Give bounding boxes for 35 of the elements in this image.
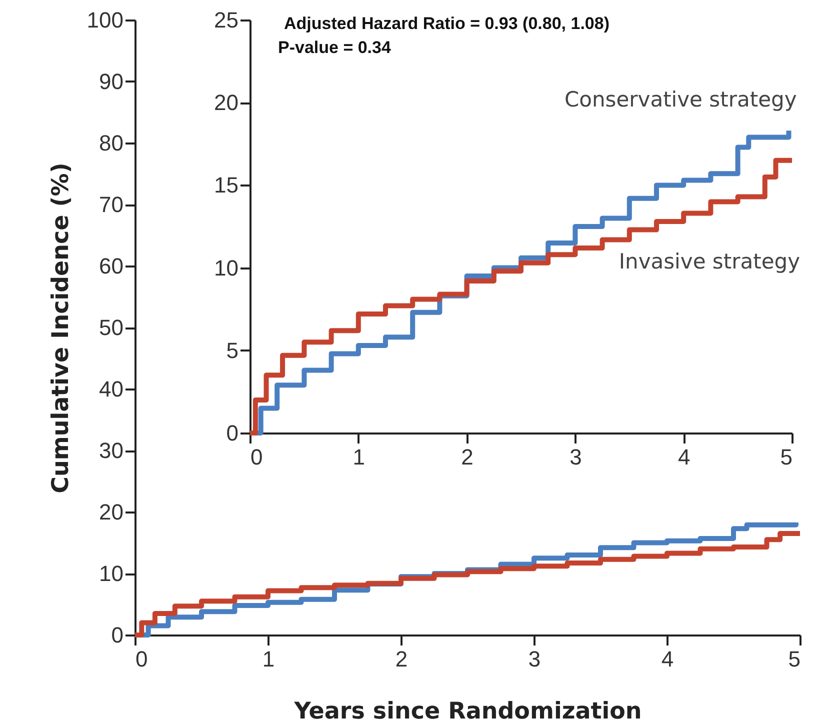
y-tick-label: 40 [99, 376, 124, 402]
annotation: P-value = 0.34 [278, 38, 392, 57]
x-tick-label: 4 [678, 444, 690, 470]
y-tick-label: 0 [111, 622, 124, 648]
annotation: Adjusted Hazard Ratio = 0.93 (0.80, 1.08) [284, 14, 610, 33]
y-tick-label: 20 [214, 90, 238, 116]
series-label: Conservative strategy [564, 88, 797, 112]
y-tick-label: 80 [99, 130, 124, 156]
y-tick-label: 30 [99, 438, 124, 463]
x-tick-label: 1 [262, 646, 275, 672]
x-tick-label: 4 [661, 646, 674, 672]
y-tick-label: 100 [86, 8, 124, 32]
y-axis-title: Cumulative Incidence (%) [48, 162, 74, 494]
x-tick-label: 2 [395, 646, 408, 672]
x-axis-title: Years since Randomization [293, 698, 642, 724]
y-tick-label: 10 [99, 561, 124, 586]
x-tick-label: 1 [352, 444, 366, 470]
y-tick-label: 25 [214, 8, 238, 32]
x-tick-label: 5 [788, 646, 800, 672]
x-tick-label: 5 [780, 444, 792, 470]
x-tick-label: 0 [136, 646, 148, 672]
y-tick-label: 10 [214, 255, 238, 280]
y-tick-label: 70 [99, 192, 124, 217]
y-tick-label: 0 [226, 420, 238, 446]
y-tick-label: 20 [99, 500, 124, 524]
x-tick-label: 3 [570, 444, 582, 470]
series-label: Invasive strategy [618, 249, 800, 274]
y-tick-label: 60 [99, 254, 124, 278]
y-tick-label: 5 [226, 338, 238, 363]
x-tick-label: 2 [461, 444, 474, 470]
x-tick-label: 3 [528, 646, 541, 672]
y-tick-label: 90 [99, 69, 124, 94]
y-tick-label: 50 [99, 315, 124, 340]
y-tick-label: 15 [214, 172, 238, 198]
x-tick-label: 0 [250, 444, 263, 470]
